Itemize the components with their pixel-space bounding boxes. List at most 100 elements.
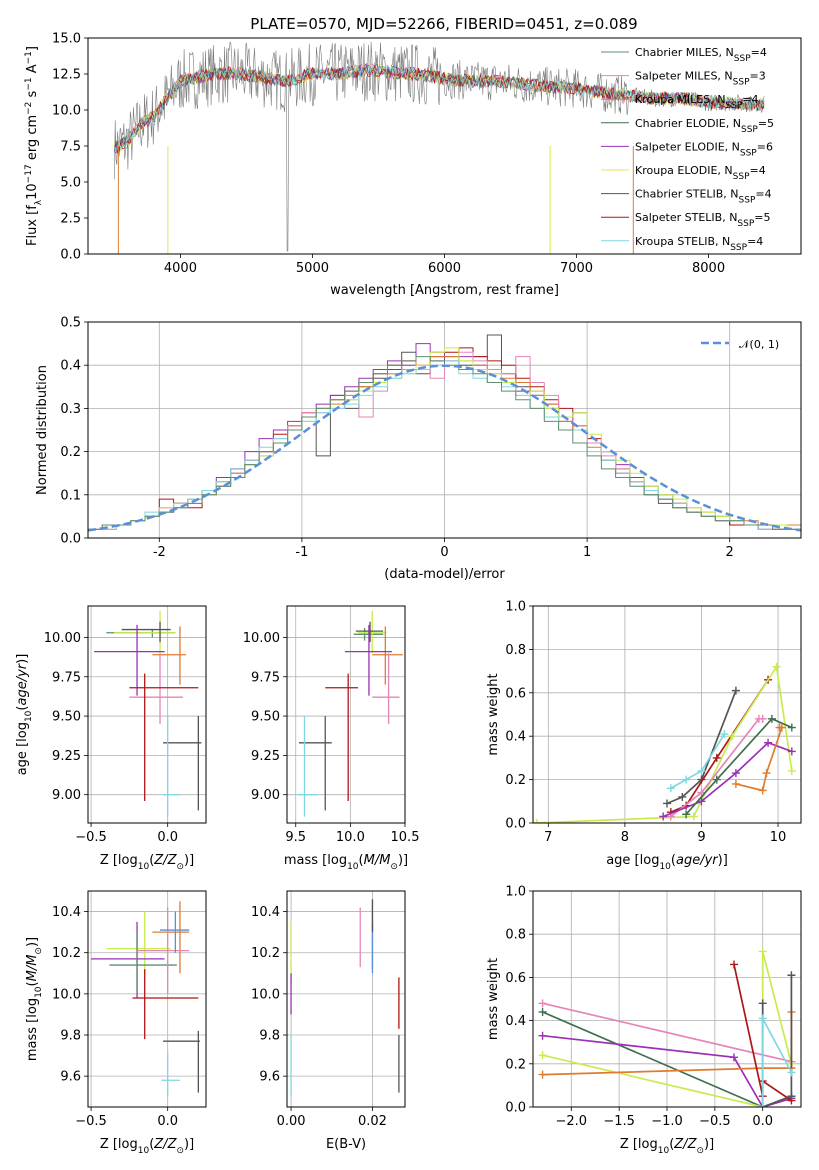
weight-marker [758,714,767,723]
legend-label: Salpeter ELODIE, NSSP=6 [635,140,773,158]
weight-marker [787,766,796,775]
label-part: SSP [733,172,750,182]
legend-label: Salpeter STELIB, NSSP=5 [635,211,771,229]
residuals-xtick-label: -1 [295,545,308,560]
label-part: ( [15,706,30,711]
weight-line [542,1002,792,1063]
label-part: 10 [138,1146,150,1156]
mass_vs_ebv-points [290,899,400,1097]
weight_vs_age-ylabel: mass weight [486,673,501,755]
legend-label: Kroupa MILES, NSSP=4 [635,93,759,111]
weight-marker [787,747,796,756]
weight_vs_z-ytick-label: 0.8 [505,928,526,943]
mass_vs_ebv-xtick-label: 0.02 [358,1114,387,1129]
spectrum-ytick-label: 5.0 [60,176,81,191]
weight_vs_age-ytick-label: 0.0 [505,817,526,832]
label-part: =4 [755,188,771,201]
label-part: Salpeter STELIB, N [635,211,737,224]
label-part: 10 [658,1146,670,1156]
weight_vs_z-series [538,947,796,1107]
residuals-xlabel: (data-model)/error [384,567,505,582]
mass_vs_ebv-xtick-label: 0.00 [277,1114,306,1129]
weight_vs_z-xtick-label: −2.0 [555,1114,587,1129]
age_vs_mass-xtick-label: 10.5 [391,830,420,845]
weight-marker [712,775,721,784]
weight-line [542,1034,792,1107]
age_vs_z-ytick-label: 9.25 [52,749,81,764]
spectrum-model-line [114,64,765,151]
spectrum-xtick-label: 4000 [164,261,197,276]
legend-label: Kroupa ELODIE, NSSP=4 [635,164,766,182]
age_vs_mass-xlabel: mass [log10(M/M⊙)] [284,853,408,872]
label-part: )] [25,937,40,947]
label-part: Salpeter ELODIE, N [635,140,740,153]
age_vs_z-ytick-label: 9.50 [52,710,81,725]
mass_vs_z-axes: −0.5 0.0 9.6 9.8 10.0 10.2 10.4 [52,891,206,1129]
residuals-ytick-label: 0.0 [60,532,81,547]
age_vs_mass-ytick-label: 9.25 [251,749,280,764]
weight-marker [697,788,706,797]
weight-marker [538,1051,547,1060]
label-part: s [25,90,40,101]
residuals-xtick-label: -2 [153,545,166,560]
gaussian-curve [88,364,801,532]
mass_vs_z-ytick-label: 10.2 [52,946,81,961]
residuals-ytick-label: 0.5 [60,316,81,331]
legend-label: Kroupa STELIB, NSSP=4 [635,235,763,253]
weight_vs_age-ytick-label: 0.4 [505,730,526,745]
mass_vs_z-ytick-label: 10.0 [52,987,81,1002]
histogram-step [88,356,801,538]
label-part: −2 [24,102,34,115]
label-part: ⊙ [696,1146,704,1156]
spectrum-ytick-label: 10.0 [52,104,81,119]
weight-marker [772,662,781,671]
residuals-ytick-label: 0.3 [60,402,81,417]
label-part: 10 [24,710,34,722]
label-part: Z/Z [153,1137,177,1152]
weight_vs_z-ytick-label: 0.2 [505,1057,526,1072]
weight-marker [697,797,706,806]
label-part: )] [15,654,30,664]
label-part: age [log [15,722,30,775]
mass_vs_ebv-ytick-label: 9.6 [259,1070,280,1085]
age_vs_mass-axes: 9.5 10.0 10.5 9.00 9.25 9.50 9.75 10.00 [243,606,420,845]
residuals-ytick-label: 0.2 [60,445,81,460]
label-part: SSP [734,54,751,64]
weight_vs_z-ytick-label: 0.6 [505,971,526,986]
weight_vs_age-series [533,662,796,823]
label-part: =4 [751,46,767,59]
weight-marker [758,999,767,1008]
weight-marker [787,971,796,980]
residual-legend: 𝒩(0, 1) [701,338,779,351]
weight-marker [666,784,675,793]
weight_vs_z-xtick-label: −1.5 [603,1114,635,1129]
weight_vs_age-ytick-label: 0.8 [505,643,526,658]
mass_vs_z-ytick-label: 10.4 [52,905,81,920]
spectrum-ytick-label: 0.0 [60,248,81,263]
label-part: ⊙ [176,862,184,872]
weight-marker [538,1007,547,1016]
spectrum-ytick-label: 15.0 [52,32,81,47]
panels: 4000 5000 6000 7000 80000.02.55.07.510.012.5… [15,32,802,1156]
label-part: =6 [757,140,773,153]
label-part: mass [log [25,998,40,1061]
spectrum-xtick-label: 8000 [692,261,725,276]
label-part: Z [log [100,1137,138,1152]
weight-marker [758,1014,767,1023]
mass_vs_ebv-ytick-label: 9.8 [259,1029,280,1044]
weight-line [666,690,737,805]
label-part: ⊙ [176,1146,184,1156]
weight-marker [538,999,547,1008]
mass_vs_z-xtick-label: 0.0 [157,1114,178,1129]
label-part: Salpeter MILES, N [635,70,733,83]
weight-marker [728,732,737,741]
age_vs_z-xtick-label: 0.0 [157,830,178,845]
label-part: −17 [24,164,34,183]
label-part: ( [671,853,676,868]
age_vs_z-ylabel: age [log10(age/yr)] [15,654,34,776]
weight_vs_age-xtick-label: 8 [621,830,629,845]
weight_vs_z-xtick-label: 0.0 [752,1114,773,1129]
mass_vs_ebv-ytick-label: 10.0 [251,987,280,1002]
weight-marker [787,723,796,732]
weight-marker [758,1103,767,1107]
